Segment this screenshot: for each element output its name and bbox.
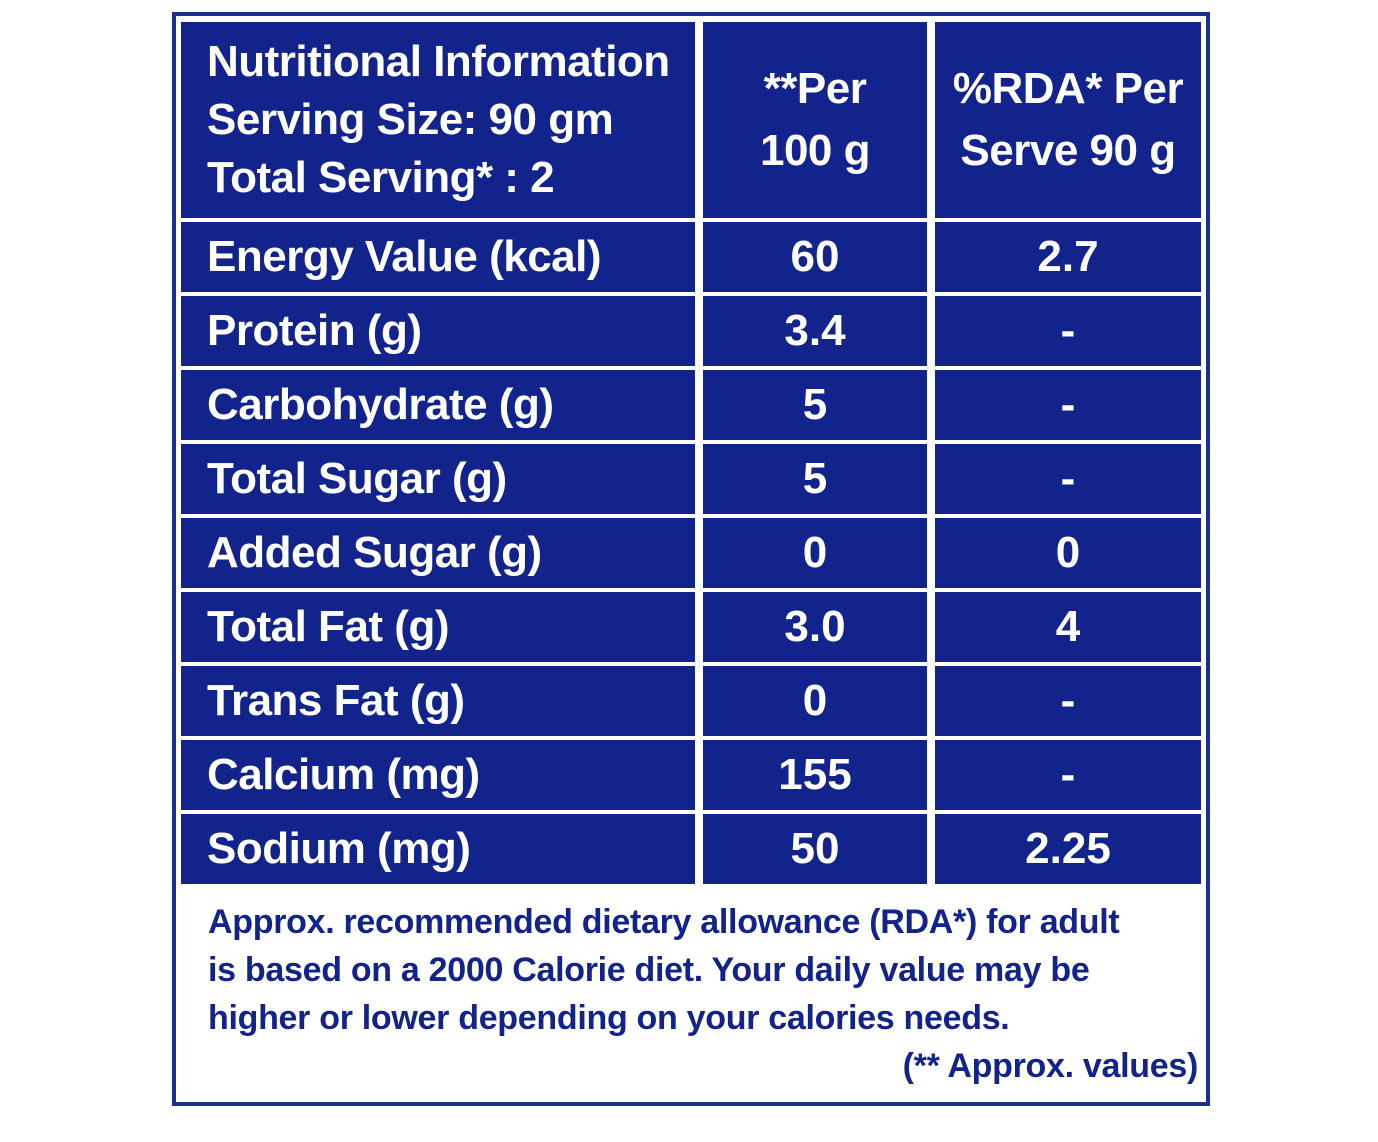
header-title-line-2: Serving Size: 90 gm [207,95,614,144]
row-carbohydrate-rda: - [935,370,1201,440]
approx-values-note: (** Approx. values) [902,1047,1199,1085]
header-per100-line-2: 100 g [759,126,871,175]
row-trans-fat-per100: 0 [703,666,927,736]
row-energy-per100: 60 [703,222,927,292]
header-per100-cell: **Per 100 g [703,22,927,218]
row-sodium-label: Sodium (mg) [181,814,695,884]
footnote-line-1: Approx. recommended dietary allowance (R… [208,903,1120,941]
row-calcium-per100: 155 [703,740,927,810]
footnote-line-2: is based on a 2000 Calorie diet. Your da… [208,951,1090,989]
row-added-sugar-rda: 0 [935,518,1201,588]
nutrition-panel: Nutritional Information Serving Size: 90… [172,12,1210,1106]
row-total-sugar-rda: - [935,444,1201,514]
row-added-sugar-label: Added Sugar (g) [181,518,695,588]
row-carbohydrate-per100: 5 [703,370,927,440]
footnote-line-3: higher or lower depending on your calori… [208,999,1010,1037]
header-title-line-1: Nutritional Information [207,37,670,86]
row-protein-per100: 3.4 [703,296,927,366]
nutrition-table: Nutritional Information Serving Size: 90… [181,22,1201,884]
row-sodium-per100: 50 [703,814,927,884]
row-carbohydrate-label: Carbohydrate (g) [181,370,695,440]
row-total-sugar-label: Total Sugar (g) [181,444,695,514]
row-protein-rda: - [935,296,1201,366]
row-added-sugar-per100: 0 [703,518,927,588]
row-protein-label: Protein (g) [181,296,695,366]
header-per100-line-1: **Per [763,64,867,113]
header-title-line-3: Total Serving* : 2 [207,153,555,202]
row-total-sugar-per100: 5 [703,444,927,514]
row-calcium-label: Calcium (mg) [181,740,695,810]
header-rda-line-2: Serve 90 g [960,126,1176,175]
row-total-fat-label: Total Fat (g) [181,592,695,662]
row-sodium-rda: 2.25 [935,814,1201,884]
rda-footnote: Approx. recommended dietary allowance (R… [208,898,1198,1090]
row-energy-label: Energy Value (kcal) [181,222,695,292]
header-rda-cell: %RDA* Per Serve 90 g [935,22,1201,218]
row-energy-rda: 2.7 [935,222,1201,292]
header-title-cell: Nutritional Information Serving Size: 90… [181,22,695,218]
header-rda-line-1: %RDA* Per [952,64,1184,113]
row-trans-fat-label: Trans Fat (g) [181,666,695,736]
row-calcium-rda: - [935,740,1201,810]
row-total-fat-per100: 3.0 [703,592,927,662]
row-total-fat-rda: 4 [935,592,1201,662]
row-trans-fat-rda: - [935,666,1201,736]
